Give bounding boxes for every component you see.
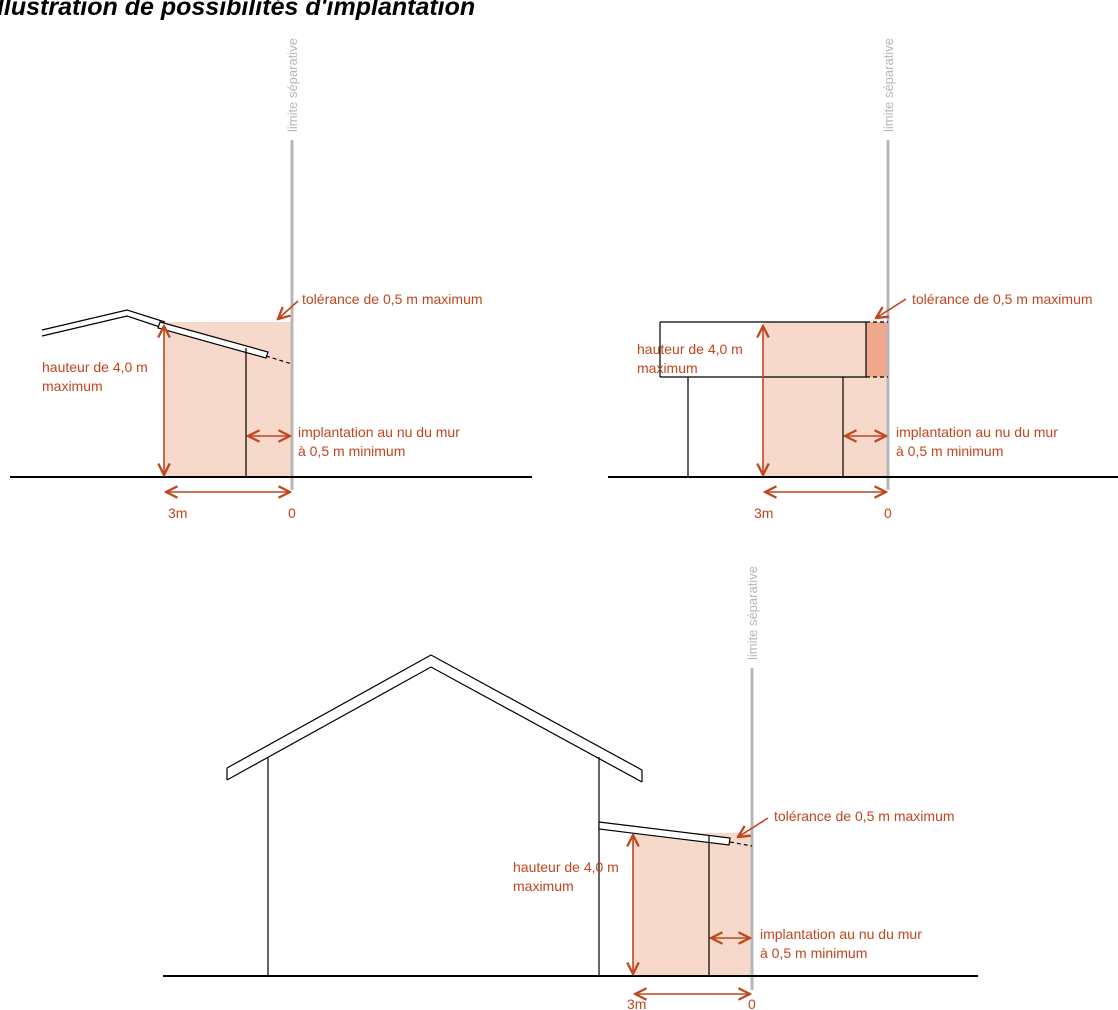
page-title: Illustration de possibilités d'implantat… (0, 0, 476, 21)
tolerance-arrow (876, 298, 907, 318)
limit-label: limite séparative (881, 38, 896, 132)
setback-label-line-2: à 0,5 m minimum (298, 443, 405, 459)
setback-label-line-1: implantation au nu du mur (298, 424, 460, 440)
height-label-line-1: hauteur de 4,0 m (42, 359, 148, 375)
limit-label: limite séparative (285, 38, 300, 132)
distance-label-3m: 3m (627, 996, 646, 1010)
house-roof (41, 309, 293, 477)
height-label-line-2: maximum (637, 360, 698, 376)
height-label-line-1: hauteur de 4,0 m (513, 859, 619, 875)
distance-label-3m: 3m (168, 505, 187, 521)
height-label-line-1: hauteur de 4,0 m (637, 341, 743, 357)
height-label-line-2: maximum (42, 378, 103, 394)
setback-label-line-2: à 0,5 m minimum (896, 443, 1003, 459)
diagram-flat-roof: limite séparative hauteur de 4,0 m maxim… (608, 38, 1118, 521)
tolerance-label: tolérance de 0,5 m maximum (302, 291, 483, 307)
diagram-lean-to-roof: limite séparative hauteur de 4,0 m maxim… (10, 38, 532, 521)
distance-label-0: 0 (288, 505, 296, 521)
tolerance-arrow (738, 817, 769, 837)
tolerance-label: tolérance de 0,5 m maximum (774, 808, 955, 824)
distance-label-0: 0 (884, 505, 892, 521)
diagram-annex-to-house: limite séparative hauteur de 4,0 m maxim… (163, 566, 978, 1010)
setback-label-line-2: à 0,5 m minimum (760, 945, 867, 961)
distance-label-3m: 3m (754, 505, 773, 521)
setback-label-line-1: implantation au nu du mur (896, 424, 1058, 440)
tolerance-label: tolérance de 0,5 m maximum (912, 291, 1093, 307)
tolerance-arrow (278, 300, 299, 319)
limit-label: limite séparative (745, 566, 760, 660)
setback-label-line-1: implantation au nu du mur (760, 926, 922, 942)
tolerance-zone (866, 322, 888, 377)
annex-roof (598, 821, 753, 976)
distance-label-0: 0 (748, 996, 756, 1010)
allowed-zone (633, 833, 752, 976)
height-label-line-2: maximum (513, 878, 574, 894)
main-house (226, 654, 643, 976)
